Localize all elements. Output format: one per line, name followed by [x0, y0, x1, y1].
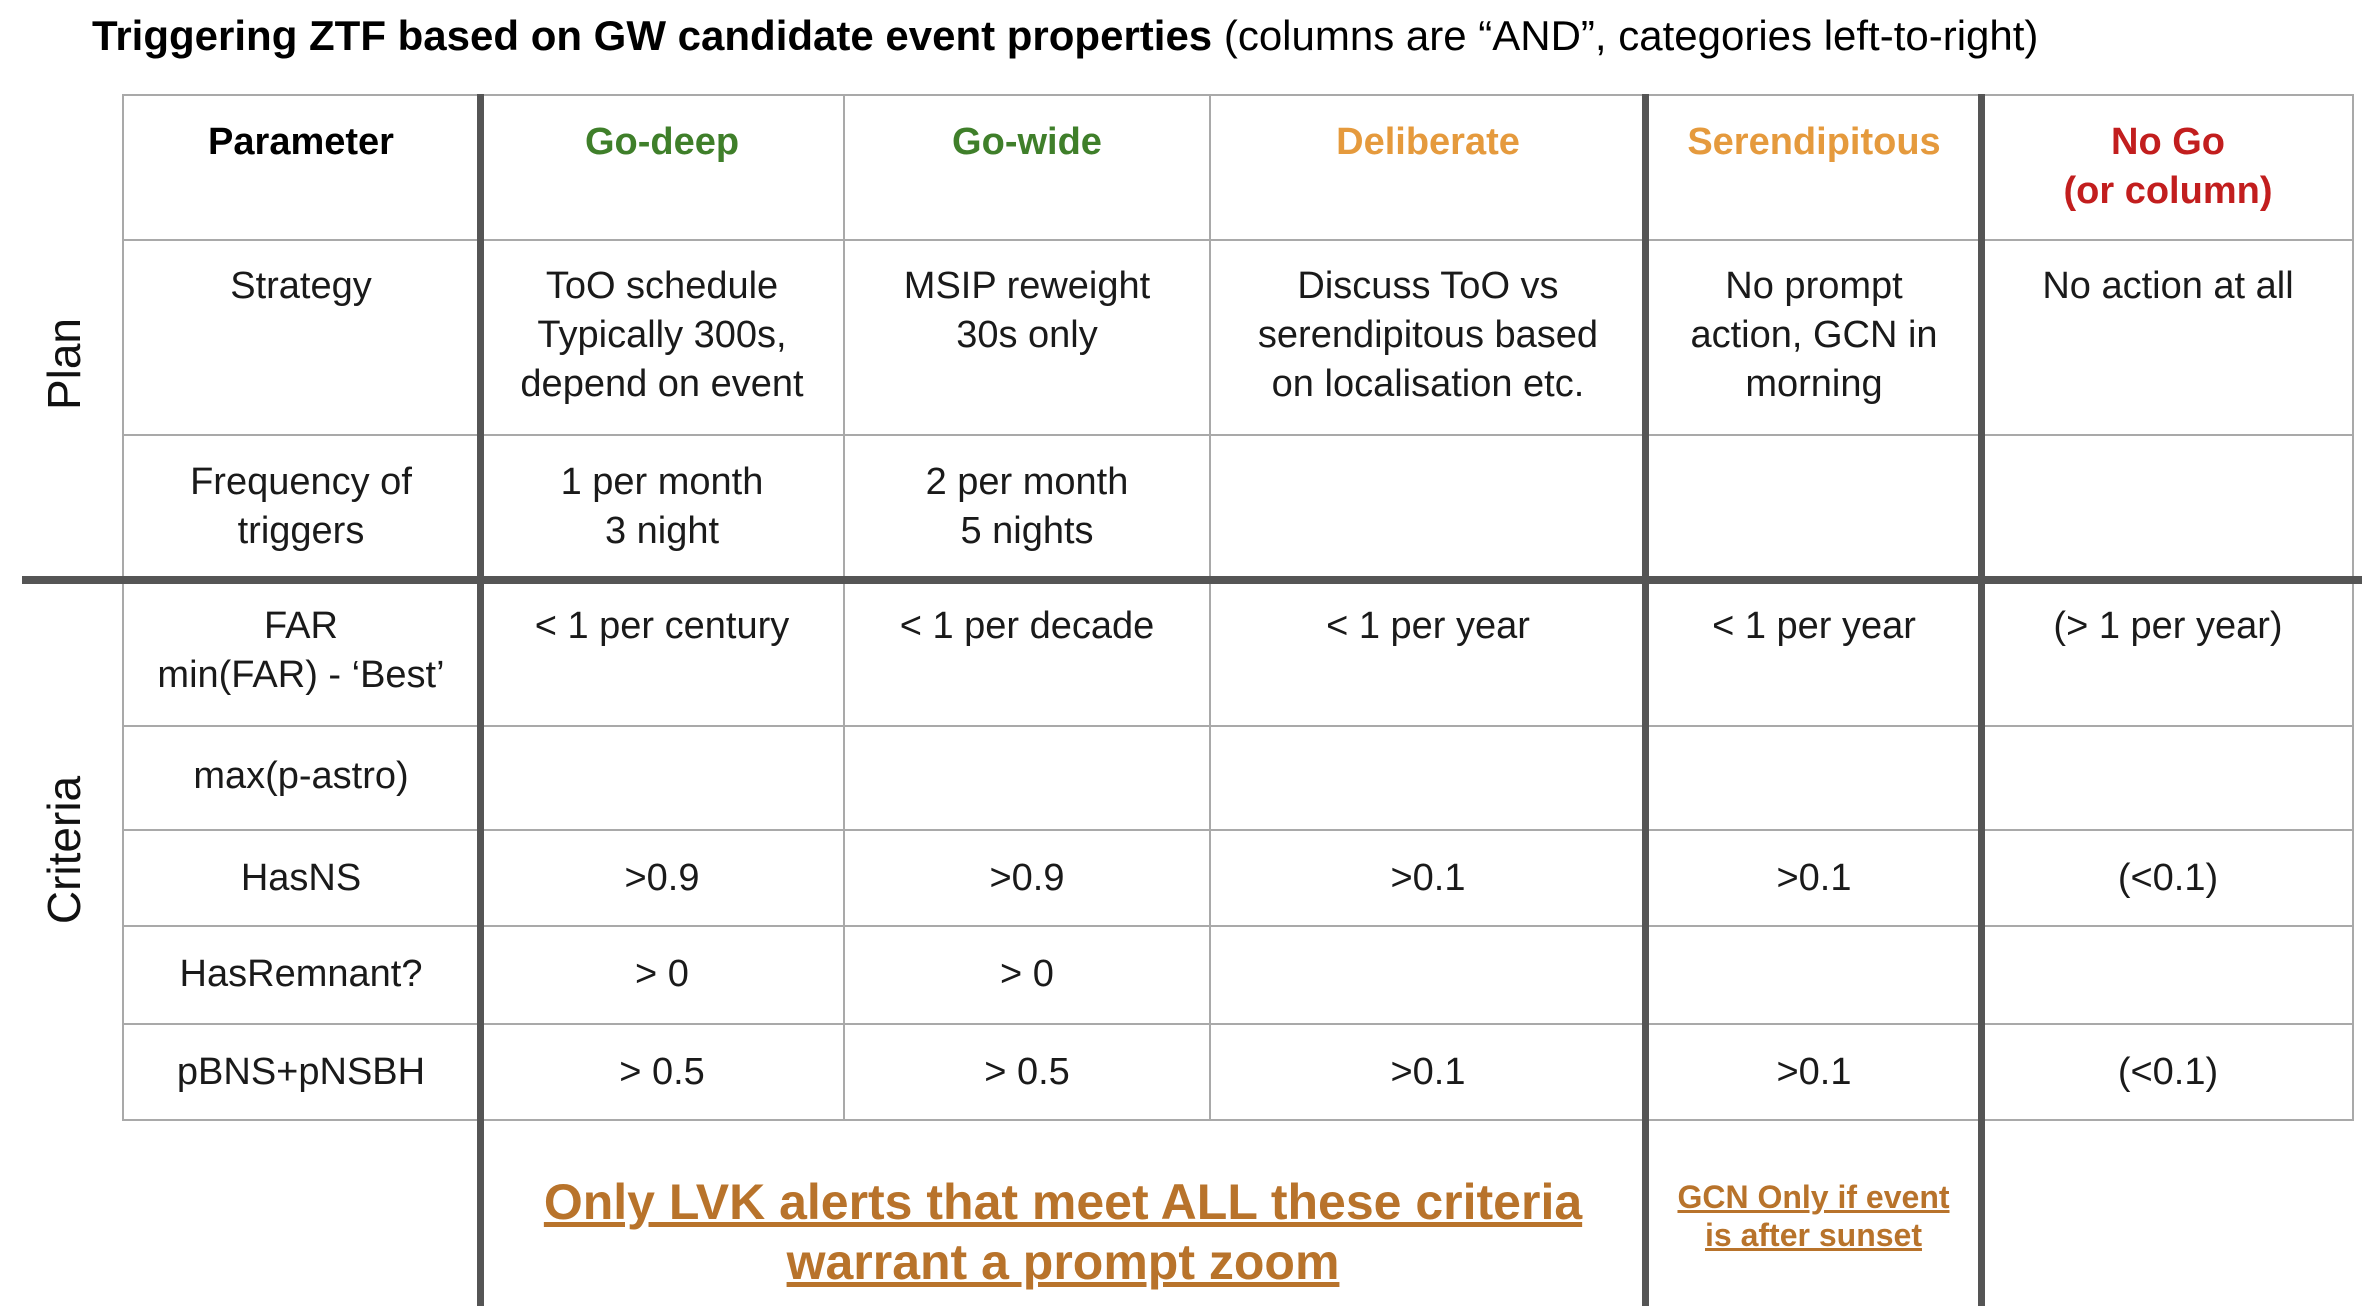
frequency-deliberate	[1210, 436, 1646, 580]
hasns-serendipitous: >0.1	[1776, 857, 1852, 899]
hasns-deliberate: >0.1	[1390, 857, 1466, 899]
pbns-go-wide: > 0.5	[984, 1051, 1070, 1093]
hasns-no-go: (<0.1)	[2117, 857, 2219, 899]
row-label-hasns: HasNS	[240, 857, 362, 899]
grid-line	[122, 1023, 2354, 1025]
header-no-go: No Go (or column)	[2063, 121, 2273, 212]
grid-line	[843, 94, 845, 1121]
pbns-go-deep: > 0.5	[619, 1051, 705, 1093]
row-group-criteria: Criteria	[38, 775, 90, 925]
frequency-serendipitous	[1646, 436, 1982, 580]
row-label-strategy: Strategy	[230, 265, 372, 307]
hasremnant-no-go	[1982, 926, 2354, 1024]
far-serendipitous: < 1 per year	[1712, 605, 1916, 647]
grid-line	[122, 434, 2354, 436]
hasremnant-go-deep: > 0	[635, 953, 689, 995]
plan-criteria-divider	[22, 576, 2362, 584]
column-divider-thick	[1978, 94, 1985, 1306]
row-label-far: FAR min(FAR) - ‘Best’	[157, 605, 445, 696]
strategy-go-wide: MSIP reweight 30s only	[903, 265, 1151, 356]
hasremnant-go-wide: > 0	[1000, 953, 1054, 995]
grid-line	[122, 239, 2354, 241]
grid-line	[1209, 94, 1211, 1121]
strategy-serendipitous: No prompt action, GCN in morning	[1690, 265, 1938, 405]
pbns-serendipitous: >0.1	[1776, 1051, 1852, 1093]
row-label-hasremnant: HasRemnant?	[179, 953, 423, 995]
pastro-deliberate	[1210, 726, 1646, 830]
far-no-go: (> 1 per year)	[2053, 605, 2283, 647]
pastro-no-go	[1982, 726, 2354, 830]
grid-line	[122, 1119, 2354, 1121]
pastro-serendipitous	[1646, 726, 1982, 830]
header-go-deep: Go-deep	[584, 121, 740, 163]
strategy-no-go: No action at all	[2042, 265, 2294, 307]
header-go-wide: Go-wide	[952, 121, 1102, 163]
grid-line	[122, 94, 124, 1121]
row-group-plan: Plan	[38, 317, 90, 411]
pastro-go-wide	[844, 726, 1210, 830]
far-go-wide: < 1 per decade	[899, 605, 1155, 647]
hasremnant-serendipitous	[1646, 926, 1982, 1024]
strategy-go-deep: ToO schedule Typically 300s, depend on e…	[520, 265, 804, 405]
gcn-sunset-note: GCN Only if event is after sunset	[1677, 1179, 1950, 1253]
grid-line	[122, 829, 2354, 831]
grid-line	[122, 925, 2354, 927]
title-rest: (columns are “AND”, categories left-to-r…	[1212, 12, 2039, 59]
page-title: Triggering ZTF based on GW candidate eve…	[92, 6, 2038, 66]
frequency-no-go	[1982, 436, 2354, 580]
frequency-go-deep: 1 per month 3 night	[560, 461, 764, 552]
strategy-deliberate: Discuss ToO vs serendipitous based on lo…	[1257, 265, 1599, 405]
title-bold: Triggering ZTF based on GW candidate eve…	[92, 12, 1213, 59]
pbns-no-go: (<0.1)	[2117, 1051, 2219, 1093]
far-go-deep: < 1 per century	[534, 605, 790, 647]
row-label-pastro: max(p-astro)	[193, 755, 409, 797]
frequency-go-wide: 2 per month 5 nights	[925, 461, 1129, 552]
prompt-zoom-note: Only LVK alerts that meet ALL these crit…	[543, 1174, 1583, 1290]
hasremnant-deliberate	[1210, 926, 1646, 1024]
hasns-go-deep: >0.9	[624, 857, 700, 899]
grid-line	[122, 725, 2354, 727]
column-divider-thick	[1642, 94, 1649, 1306]
row-label-pbns: pBNS+pNSBH	[176, 1051, 426, 1093]
header-serendipitous: Serendipitous	[1687, 121, 1941, 163]
column-divider-thick	[477, 94, 484, 1306]
header-deliberate: Deliberate	[1336, 121, 1520, 163]
grid-line	[122, 94, 2354, 96]
pbns-deliberate: >0.1	[1390, 1051, 1466, 1093]
grid-line	[2352, 94, 2354, 1121]
hasns-go-wide: >0.9	[989, 857, 1065, 899]
header-parameter: Parameter	[208, 121, 394, 163]
row-label-frequency: Frequency of triggers	[190, 461, 412, 552]
pastro-go-deep	[480, 726, 844, 830]
far-deliberate: < 1 per year	[1326, 605, 1530, 647]
